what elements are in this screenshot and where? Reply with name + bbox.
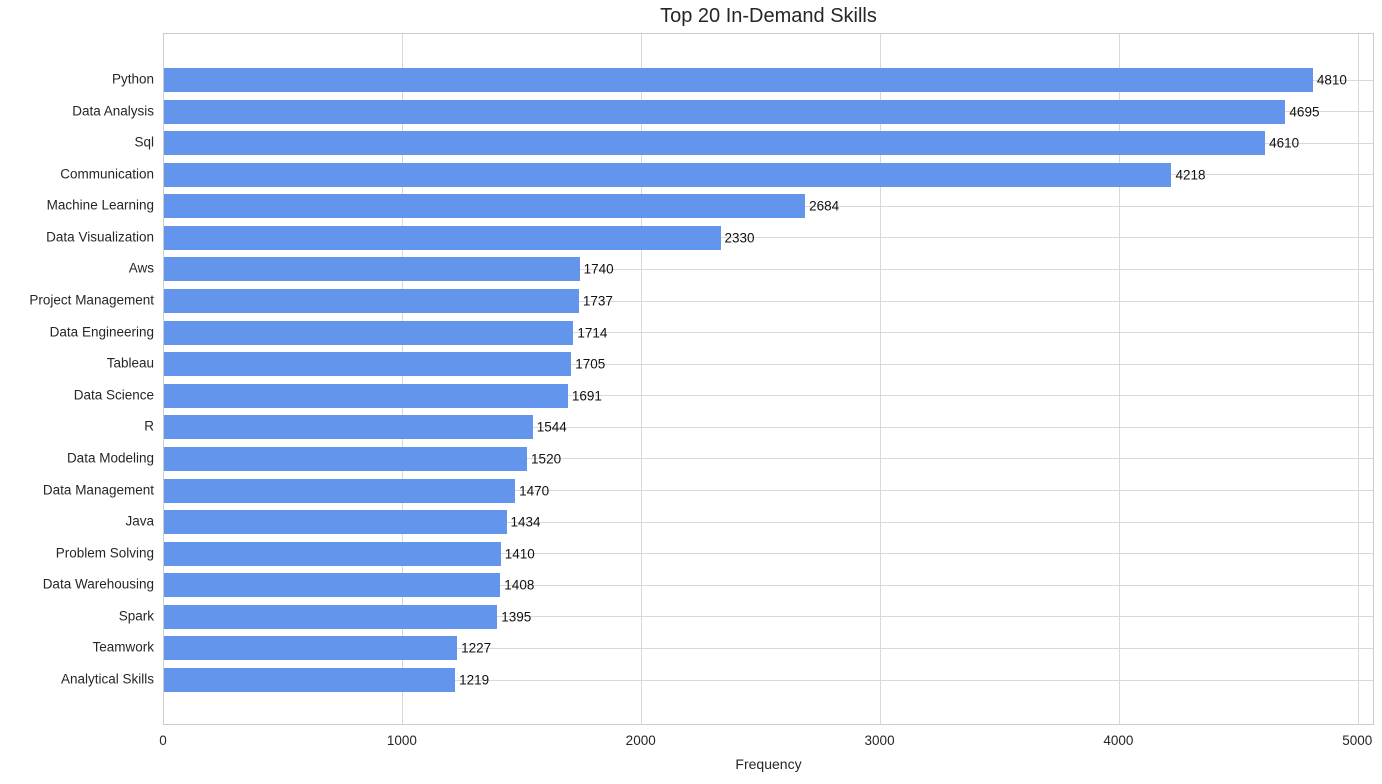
y-tick-label: Data Science xyxy=(73,387,154,403)
bar xyxy=(164,194,806,219)
y-tick-label: Data Warehousing xyxy=(42,576,154,592)
grid-line-vertical xyxy=(880,34,882,724)
bar xyxy=(164,636,458,661)
bar-value-label: 4810 xyxy=(1316,72,1347,88)
plot-area: 4810 4695 4610 4218 2684 2330 1740 1737 1714 1705… xyxy=(163,33,1374,725)
y-tick-label: Teamwork xyxy=(92,639,154,655)
bar-value-label: 1520 xyxy=(531,451,562,467)
bar xyxy=(164,320,574,345)
bar-value-label: 4695 xyxy=(1289,104,1320,120)
bar xyxy=(164,510,507,535)
bar xyxy=(164,668,456,692)
grid-line-horizontal xyxy=(164,521,1373,523)
chart-title: Top 20 In-Demand Skills xyxy=(660,5,877,27)
y-tick-label: Spark xyxy=(118,608,154,624)
grid-line-horizontal xyxy=(164,647,1373,649)
y-tick-label: Machine Learning xyxy=(46,197,154,213)
y-tick-label: Java xyxy=(125,513,154,529)
grid-line-vertical xyxy=(1357,34,1359,724)
x-tick-label: 3000 xyxy=(864,733,895,748)
bar xyxy=(164,99,1286,124)
y-tick-label: Sql xyxy=(134,134,154,150)
grid-line-vertical xyxy=(1118,34,1120,724)
bar-value-label: 1410 xyxy=(504,546,535,562)
grid-line-horizontal xyxy=(164,458,1373,460)
y-tick-label: Data Visualization xyxy=(46,229,154,245)
bar xyxy=(164,162,1172,187)
grid-line-horizontal xyxy=(164,363,1373,365)
bar-value-label: 1408 xyxy=(504,577,535,593)
y-tick-label: Problem Solving xyxy=(55,545,154,561)
grid-line-horizontal xyxy=(164,395,1373,397)
bar xyxy=(164,383,568,408)
y-tick-label: Data Management xyxy=(42,482,154,498)
x-tick-label: 4000 xyxy=(1103,733,1134,748)
grid-line-horizontal xyxy=(164,616,1373,618)
grid-line-horizontal xyxy=(164,584,1373,586)
y-tick-label: Python xyxy=(111,71,154,87)
bar xyxy=(164,257,580,282)
bar-value-label: 1737 xyxy=(582,293,613,309)
grid-line-horizontal xyxy=(164,426,1373,428)
bar-value-label: 1227 xyxy=(461,640,492,656)
grid-line-horizontal xyxy=(164,679,1373,681)
bar xyxy=(164,541,501,566)
y-tick-label: Aws xyxy=(128,260,154,276)
y-tick-label: R xyxy=(144,418,154,434)
bar-value-label: 1714 xyxy=(577,325,608,341)
x-tick-label: 0 xyxy=(159,733,167,748)
bar xyxy=(164,446,528,471)
y-tick-label: Data Engineering xyxy=(49,324,154,340)
grid-line-horizontal xyxy=(164,300,1373,302)
grid-line-vertical xyxy=(641,34,643,724)
bar xyxy=(164,68,1313,92)
x-tick-label: 5000 xyxy=(1342,733,1373,748)
bar-value-label: 2684 xyxy=(809,198,840,214)
bar-value-label: 2330 xyxy=(724,230,755,246)
grid-line-vertical xyxy=(402,34,404,724)
bar xyxy=(164,604,498,629)
bar-value-label: 1691 xyxy=(571,388,602,404)
x-tick-label: 1000 xyxy=(386,733,417,748)
y-tick-label: Data Analysis xyxy=(72,103,154,119)
y-tick-label: Tableau xyxy=(106,355,154,371)
y-tick-label: Project Management xyxy=(29,292,154,308)
bar-value-label: 1740 xyxy=(583,261,614,277)
bar-value-label: 4610 xyxy=(1269,135,1300,151)
bar xyxy=(164,352,572,377)
y-tick-label: Communication xyxy=(60,166,154,182)
grid-line-horizontal xyxy=(164,553,1373,555)
bar xyxy=(164,225,721,250)
bar xyxy=(164,289,579,314)
bar xyxy=(164,573,501,598)
x-tick-label: 2000 xyxy=(625,733,656,748)
bar-value-label: 1705 xyxy=(575,356,606,372)
grid-line-horizontal xyxy=(164,237,1373,239)
bar-value-label: 4218 xyxy=(1175,167,1206,183)
x-axis-label: Frequency xyxy=(735,756,802,772)
grid-line-horizontal xyxy=(164,332,1373,334)
grid-line-horizontal xyxy=(164,268,1373,270)
bar-value-label: 1470 xyxy=(519,483,550,499)
bar-value-label: 1434 xyxy=(510,514,541,530)
bar xyxy=(164,478,516,503)
bar xyxy=(164,415,533,440)
y-tick-label: Data Modeling xyxy=(66,450,154,466)
bar-value-label: 1395 xyxy=(501,609,532,625)
bar-value-label: 1219 xyxy=(459,672,490,688)
y-tick-label: Analytical Skills xyxy=(60,671,154,687)
bar-value-label: 1544 xyxy=(536,419,567,435)
bar xyxy=(164,131,1266,156)
grid-line-horizontal xyxy=(164,490,1373,492)
